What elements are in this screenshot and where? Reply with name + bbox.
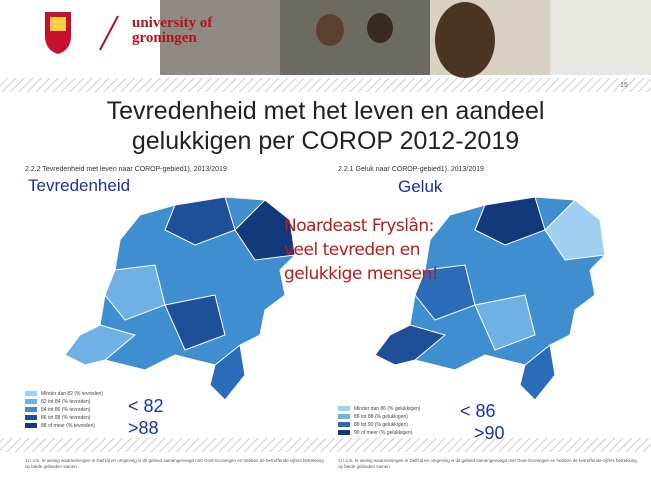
legend: Minder dan 86 (% gelukkigen) 86 tot 88 (… — [338, 405, 420, 437]
legend-text: 84 tot 86 (% tevreden) — [41, 407, 90, 413]
range-low: < 82 — [128, 395, 164, 417]
range-note: < 86 >90 — [460, 400, 505, 444]
map-label: Tevredenheid — [28, 176, 130, 196]
map-caption: 2.2.2 Tevredenheid met leven naar COROP-… — [25, 166, 227, 173]
map-caption: 2.2.1 Geluk naar COROP-gebied1), 2013/20… — [338, 166, 484, 173]
legend-item: 88 of meer (% tevreden) — [25, 422, 103, 430]
legend-item: 86 tot 88 (% tevreden) — [25, 414, 103, 422]
legend-item: 84 tot 86 (% tevreden) — [25, 406, 103, 414]
range-high: >88 — [128, 417, 164, 439]
range-note: < 82 >88 — [128, 395, 164, 439]
legend: Minder dan 82 (% tevreden) 82 tot 84 (% … — [25, 390, 103, 430]
range-low: < 86 — [460, 400, 505, 422]
slide: university of groningen 15 Tevredenheid … — [0, 0, 651, 488]
legend-item: 90 of meer (% gelukkigen) — [338, 429, 420, 437]
legend-text: Minder dan 86 (% gelukkigen) — [354, 406, 420, 412]
legend-text: 88 of meer (% tevreden) — [41, 423, 95, 429]
legend-text: 86 tot 88 (% tevreden) — [41, 415, 90, 421]
logo-text: university of groningen — [132, 16, 212, 46]
legend-item: 86 tot 88 (% gelukkigen) — [338, 413, 420, 421]
logo-line: groningen — [132, 31, 212, 46]
annotation-line: Noardeast Fryslân: — [284, 214, 438, 238]
legend-text: Minder dan 82 (% tevreden) — [41, 391, 103, 397]
annotation-line: gelukkige mensen! — [284, 262, 438, 286]
legend-item: Minder dan 82 (% tevreden) — [25, 390, 103, 398]
title-line: Tevredenheid met het leven en aandeel — [0, 96, 651, 126]
footnote: 1) i.v.m. te weinig waarnemingen in Delf… — [338, 458, 638, 470]
page-number: 15 — [620, 82, 628, 89]
logo-line: university of — [132, 16, 212, 31]
legend-text: 82 tot 84 (% tevreden) — [41, 399, 90, 405]
legend-item: 82 tot 84 (% tevreden) — [25, 398, 103, 406]
range-high: >90 — [460, 422, 505, 444]
legend-item: Minder dan 86 (% gelukkigen) — [338, 405, 420, 413]
legend-text: 90 of meer (% gelukkigen) — [354, 430, 412, 436]
slide-title: Tevredenheid met het leven en aandeel ge… — [0, 96, 651, 156]
legend-text: 86 tot 88 (% gelukkigen) — [354, 414, 408, 420]
title-line: gelukkigen per COROP 2012-2019 — [0, 126, 651, 156]
annotation: Noardeast Fryslân: veel tevreden en gelu… — [284, 214, 438, 286]
annotation-line: veel tevreden en — [284, 238, 438, 262]
footnote: 1) i.v.m. te weinig waarnemingen in Delf… — [25, 458, 325, 470]
legend-item: 88 tot 90 (% gelukkigen) — [338, 421, 420, 429]
legend-text: 88 tot 90 (% gelukkigen) — [354, 422, 408, 428]
map-label: Geluk — [398, 177, 442, 197]
